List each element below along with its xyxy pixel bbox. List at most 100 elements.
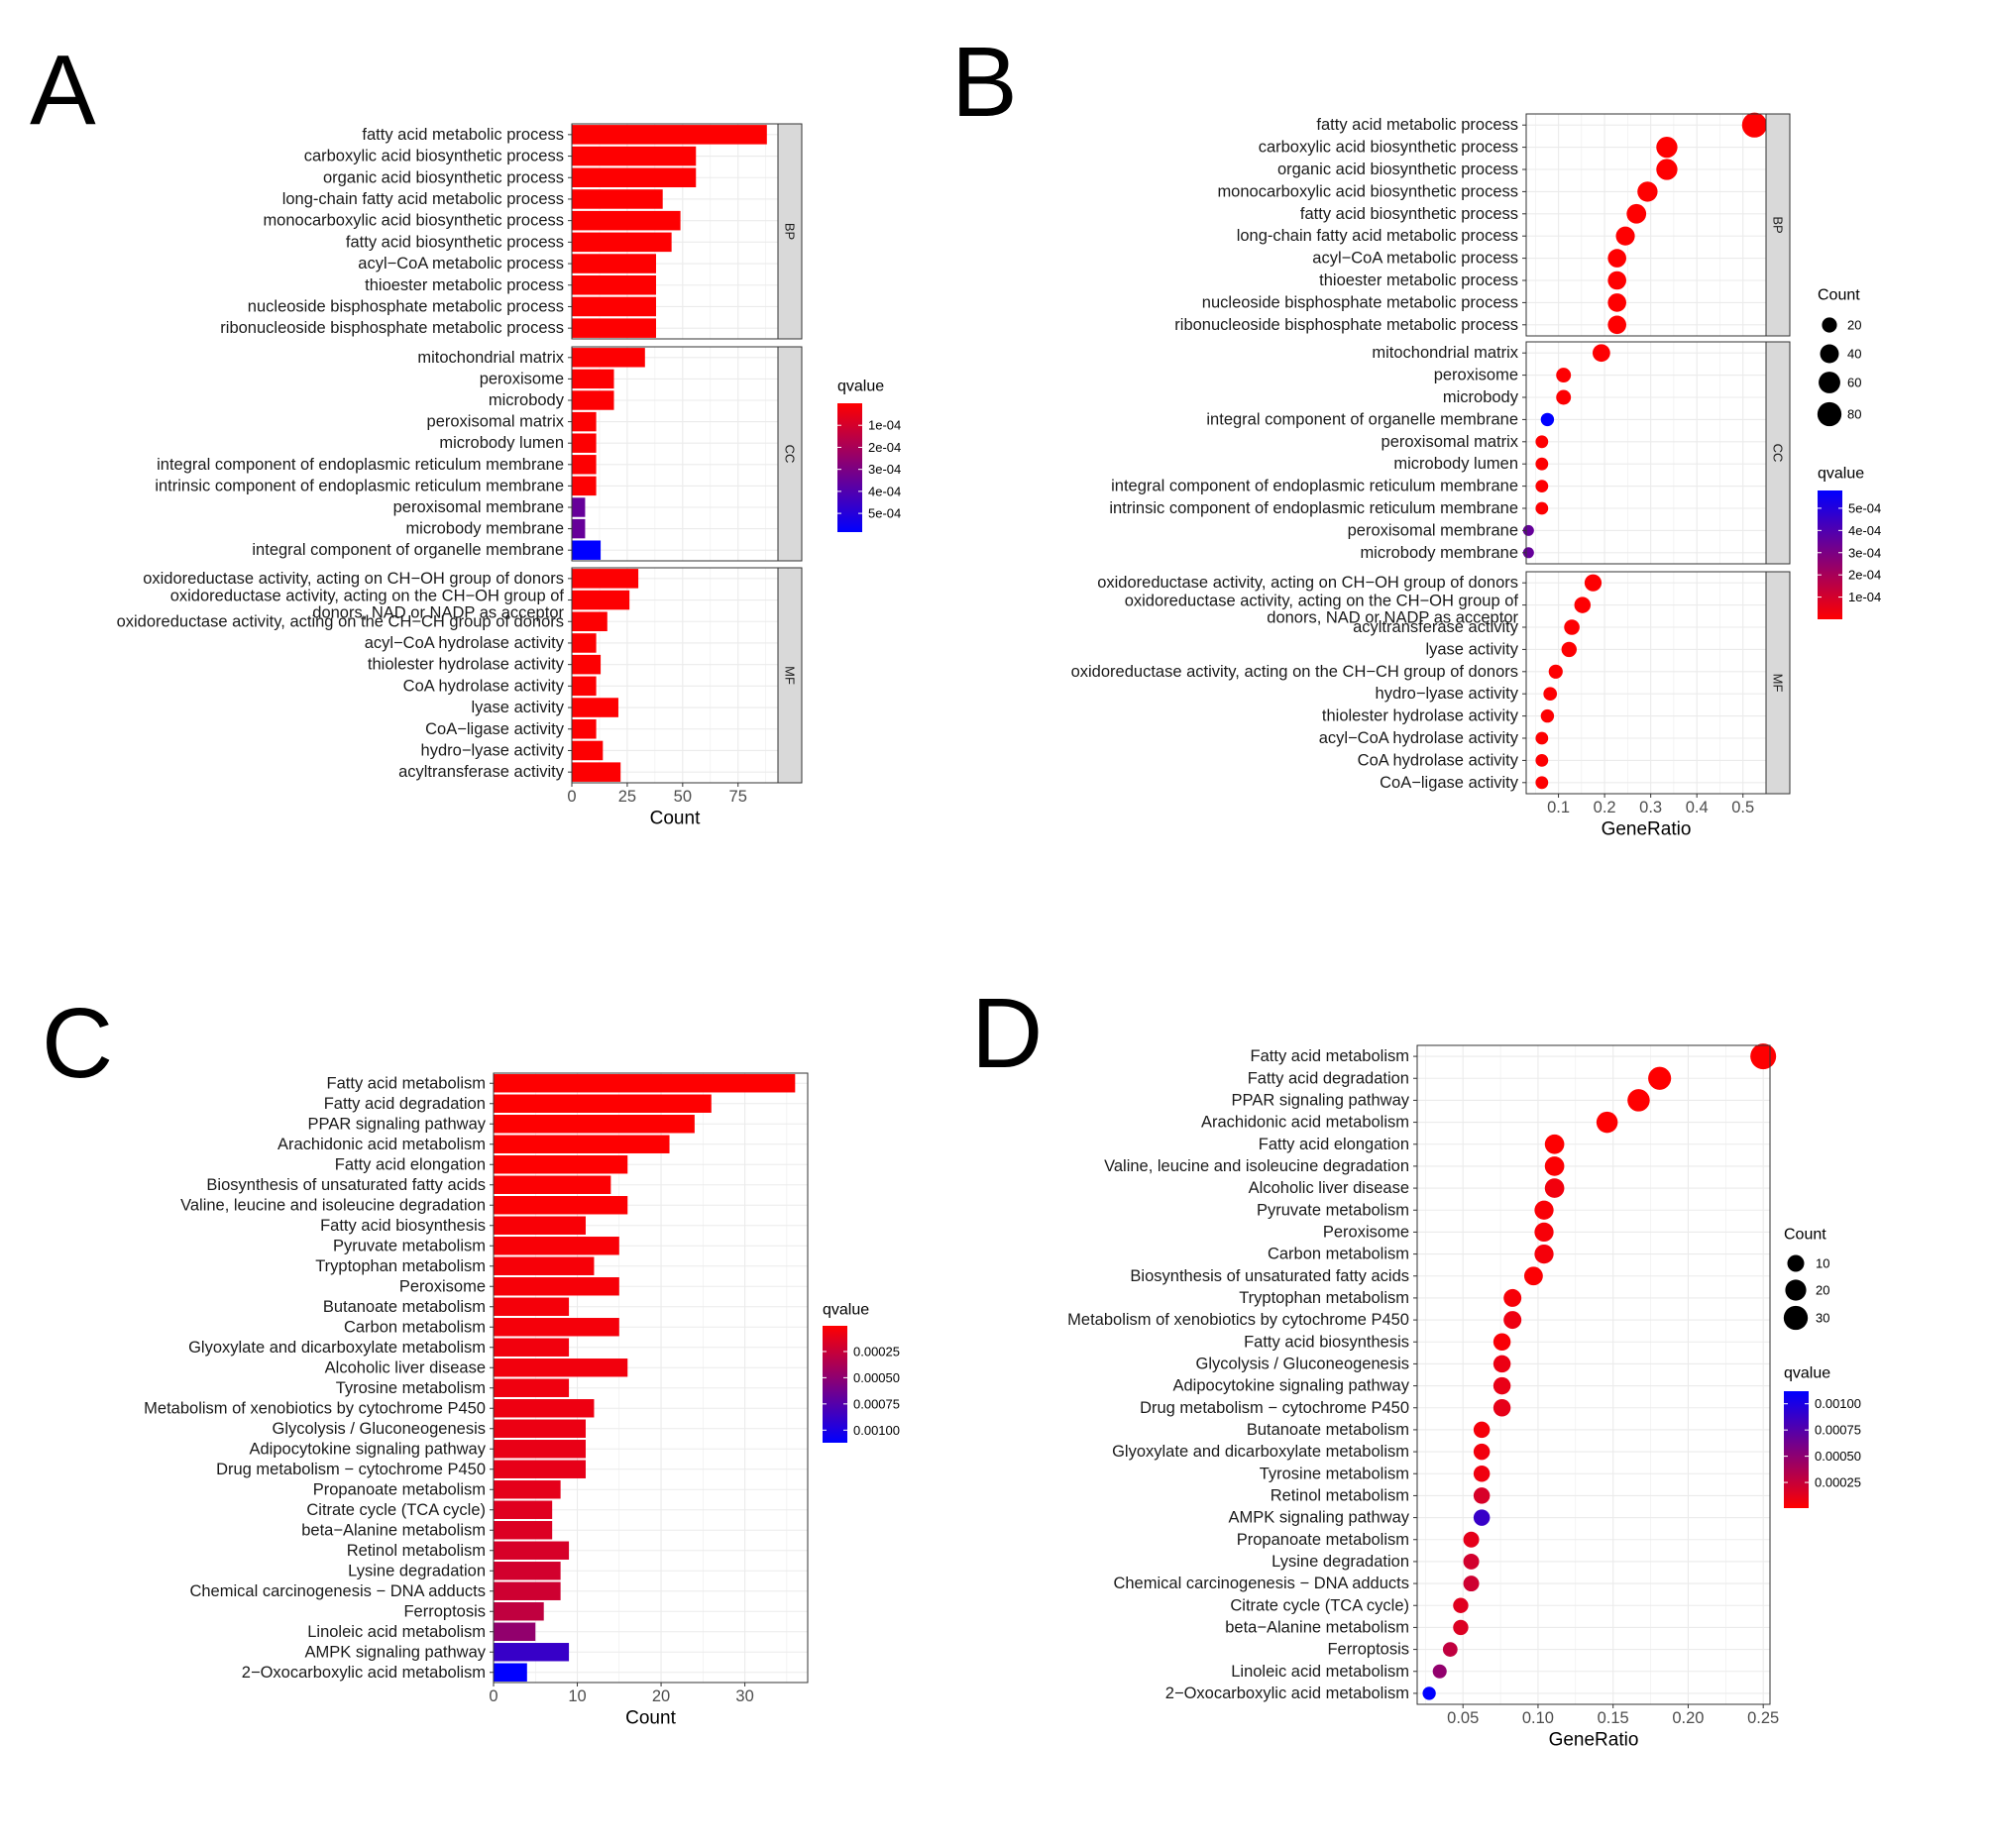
color-legend-colorbar xyxy=(1784,1391,1809,1508)
dot xyxy=(1503,1311,1522,1330)
bar xyxy=(572,540,602,560)
category-label: 2−Oxocarboxylic acid metabolism xyxy=(1165,1685,1409,1702)
category-label: CoA hydrolase activity xyxy=(1358,751,1519,769)
category-label: CoA−ligase activity xyxy=(1380,774,1519,792)
category-label: Citrate cycle (TCA cycle) xyxy=(306,1501,486,1519)
bar xyxy=(572,455,597,475)
category-label: Metabolism of xenobiotics by cytochrome … xyxy=(1067,1311,1409,1329)
category-label: thioester metabolic process xyxy=(365,276,564,294)
panel-c-plot-border xyxy=(493,1072,809,1684)
category-label: thioester metabolic process xyxy=(1319,272,1518,289)
category-label: Arachidonic acid metabolism xyxy=(1201,1114,1409,1132)
legend-title: qvalue xyxy=(837,379,884,395)
bar xyxy=(494,1378,570,1397)
category-label: oxidoreductase activity, acting on the C… xyxy=(170,588,565,605)
dot xyxy=(1544,1134,1565,1154)
dot xyxy=(1463,1576,1480,1592)
dot xyxy=(1534,1222,1554,1243)
category-label: peroxisomal matrix xyxy=(427,413,565,431)
dot xyxy=(1596,1111,1618,1134)
size-legend-label: 60 xyxy=(1847,376,1861,390)
category-label: fatty acid metabolic process xyxy=(362,126,564,144)
bar xyxy=(494,1297,570,1316)
category-label: Butanoate metabolism xyxy=(323,1298,486,1316)
x-tick-label: 10 xyxy=(568,1687,586,1705)
bar xyxy=(494,1460,586,1478)
category-label: Glycolysis / Gluconeogenesis xyxy=(272,1420,486,1438)
category-label: Fatty acid metabolism xyxy=(327,1074,486,1092)
category-label: acyl−CoA hydrolase activity xyxy=(1319,729,1519,747)
x-tick-label: 50 xyxy=(674,788,692,806)
category-label: microbody membrane xyxy=(405,520,564,538)
x-tick-label: 0.05 xyxy=(1447,1709,1479,1727)
category-label: Alcoholic liver disease xyxy=(1249,1179,1409,1197)
size-legend-dot xyxy=(1785,1279,1807,1301)
dot xyxy=(1535,457,1549,471)
category-label: Adipocytokine signaling pathway xyxy=(1173,1377,1410,1395)
bar xyxy=(494,1562,561,1580)
bar xyxy=(494,1602,544,1621)
category-label: lyase activity xyxy=(471,699,564,716)
x-tick-label: 25 xyxy=(618,788,636,806)
category-label: Fatty acid elongation xyxy=(1259,1136,1409,1153)
x-tick-label: 0.20 xyxy=(1672,1709,1704,1727)
bar xyxy=(572,518,586,539)
category-label: integral component of endoplasmic reticu… xyxy=(1111,478,1518,495)
category-label: Pyruvate metabolism xyxy=(333,1237,486,1254)
facet-strip xyxy=(777,123,803,340)
category-label: carboxylic acid biosynthetic process xyxy=(1259,139,1518,157)
dot xyxy=(1534,1244,1554,1264)
bar xyxy=(572,762,621,782)
x-tick-label: 0.15 xyxy=(1598,1709,1629,1727)
category-label: Carbon metabolism xyxy=(344,1318,486,1336)
category-label: thiolester hydrolase activity xyxy=(368,656,565,674)
dot xyxy=(1592,344,1610,363)
category-label: oxidoreductase activity, acting on the C… xyxy=(1125,593,1519,610)
panel-d-plot-bg xyxy=(1417,1045,1770,1704)
panel-b-facet-bg xyxy=(1526,114,1766,336)
bar xyxy=(572,318,656,338)
category-label: nucleoside bisphosphate metabolic proces… xyxy=(1202,293,1518,311)
category-label: Peroxisome xyxy=(399,1277,486,1295)
bar xyxy=(572,497,586,517)
category-label: Tyrosine metabolism xyxy=(336,1379,486,1397)
category-label: thiolester hydrolase activity xyxy=(1322,707,1519,725)
x-tick-label: 0.2 xyxy=(1594,799,1616,816)
color-legend-tick-label: 0.00025 xyxy=(1815,1475,1861,1490)
category-label: integral component of organelle membrane xyxy=(252,541,564,559)
dot xyxy=(1540,708,1555,723)
color-legend-title: qvalue xyxy=(1784,1365,1830,1382)
bar xyxy=(572,590,630,610)
bar xyxy=(494,1521,553,1540)
category-label: oxidoreductase activity, acting on the C… xyxy=(1071,663,1518,681)
category-label: Chemical carcinogenesis − DNA adducts xyxy=(1113,1575,1409,1592)
facet-strip xyxy=(1765,113,1791,337)
category-label: microbody xyxy=(489,391,565,409)
category-label: Glyoxylate and dicarboxylate metabolism xyxy=(188,1339,486,1357)
legend-tick-label: 0.00100 xyxy=(853,1423,900,1438)
facet-strip-label: CC xyxy=(783,445,798,464)
dot xyxy=(1463,1553,1480,1570)
color-legend-tick-label: 5e-04 xyxy=(1848,500,1881,515)
dot xyxy=(1503,1288,1522,1307)
dot xyxy=(1750,1043,1777,1070)
dot xyxy=(1741,112,1767,138)
size-legend-label: 40 xyxy=(1847,347,1861,362)
category-label: Lysine degradation xyxy=(1271,1553,1409,1571)
dot xyxy=(1422,1686,1436,1700)
legend-colorbar xyxy=(837,403,862,532)
color-legend-tick-label: 0.00100 xyxy=(1815,1396,1861,1411)
x-tick-label: 0 xyxy=(489,1687,498,1705)
bar xyxy=(494,1440,586,1459)
bar xyxy=(494,1196,628,1215)
category-label: Fatty acid degradation xyxy=(1248,1069,1409,1087)
bar xyxy=(572,296,656,317)
category-label: peroxisomal matrix xyxy=(1382,433,1519,451)
size-legend-title: Count xyxy=(1818,287,1860,304)
bar xyxy=(494,1256,595,1275)
dot xyxy=(1615,226,1635,246)
x-tick-label: 30 xyxy=(735,1687,753,1705)
category-label: oxidoreductase activity, acting on the C… xyxy=(117,612,564,630)
panel-b-facet-bg xyxy=(1526,572,1766,794)
